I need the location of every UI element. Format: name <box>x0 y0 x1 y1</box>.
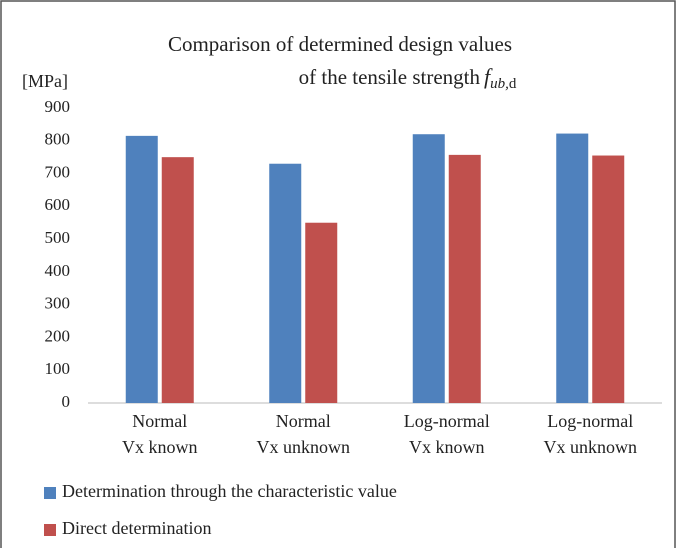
x-tick-label: Log-normal <box>404 411 490 431</box>
bar <box>412 134 445 403</box>
legend-label: Direct determination <box>62 518 211 538</box>
legend-label: Determination through the characteristic… <box>62 481 397 501</box>
bar <box>269 163 302 403</box>
x-tick-label: Vx known <box>409 437 485 457</box>
y-tick-label: 100 <box>45 359 71 378</box>
title-symbol: fub,d <box>484 64 517 92</box>
y-tick-label: 500 <box>45 228 71 247</box>
x-tick-label: Vx unknown <box>544 437 638 457</box>
x-tick-label: Vx known <box>122 437 198 457</box>
y-tick-label: 800 <box>45 130 71 149</box>
chart-subtitle: of the tensile strength <box>299 65 481 89</box>
y-tick-label: 700 <box>45 162 71 181</box>
x-tick-label: Vx unknown <box>257 437 351 457</box>
y-tick-label: 900 <box>45 97 71 116</box>
symbol-subscript-upright: d <box>509 76 517 92</box>
symbol-base: f <box>484 64 493 89</box>
bar <box>305 222 338 403</box>
bar <box>161 157 194 403</box>
bar <box>125 135 158 403</box>
bar <box>556 133 589 404</box>
symbol-subscript: ub, <box>490 76 509 92</box>
bar <box>592 155 625 403</box>
x-tick-label: Log-normal <box>547 411 633 431</box>
bar <box>448 154 481 403</box>
chart-title: Comparison of determined design values <box>168 32 512 56</box>
legend-swatch <box>44 487 56 499</box>
y-tick-label: 600 <box>45 195 71 214</box>
y-tick-label: 0 <box>62 392 71 411</box>
y-tick-label: 200 <box>45 326 71 345</box>
y-axis-label: [MPa] <box>22 71 68 91</box>
x-tick-label: Normal <box>132 411 187 431</box>
legend-swatch <box>44 524 56 536</box>
y-tick-label: 400 <box>45 261 71 280</box>
x-tick-label: Normal <box>276 411 331 431</box>
y-tick-label: 300 <box>45 294 71 313</box>
